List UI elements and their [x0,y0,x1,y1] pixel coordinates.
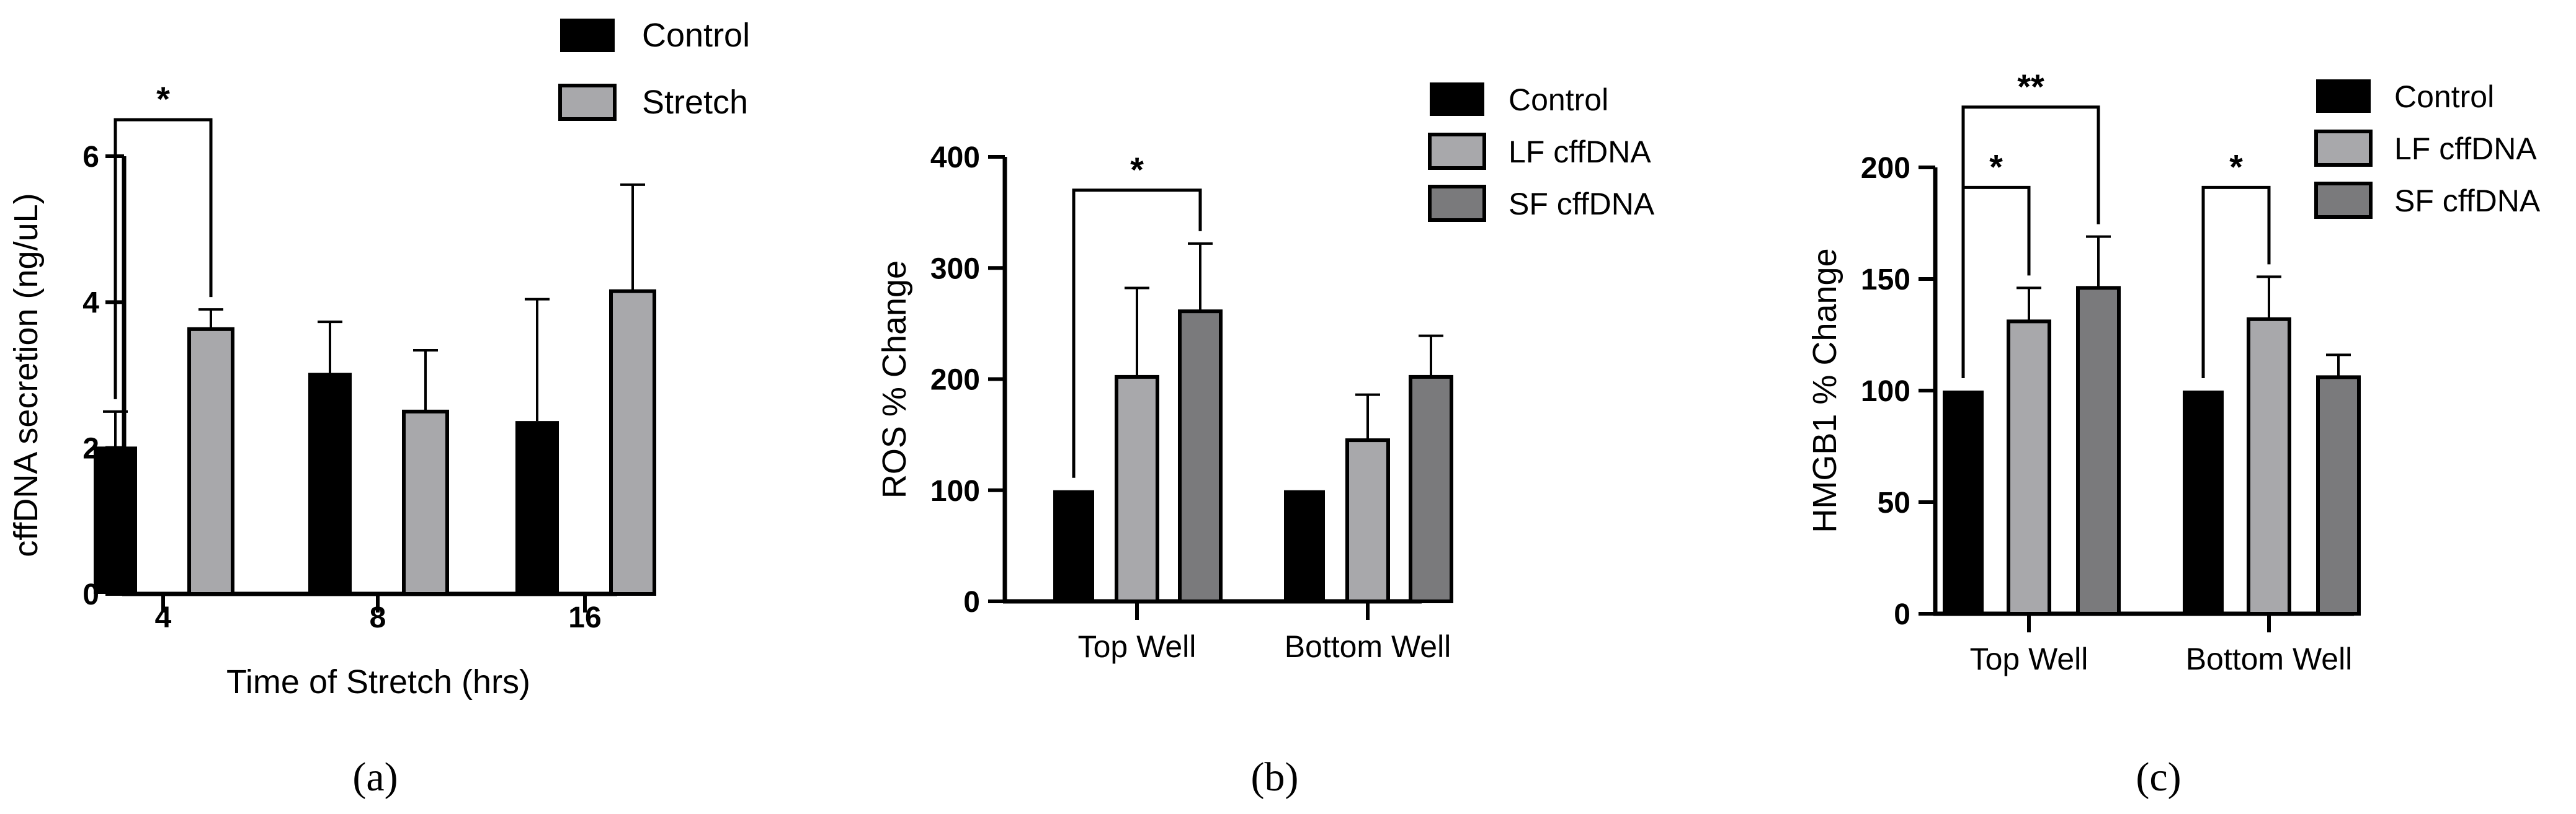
y-tick-label: 400 [930,141,980,174]
legend-swatch [560,19,615,52]
bar-stretch [187,327,234,596]
bar-sf-cffdna [2076,286,2121,616]
legend-label: Control [1509,82,1608,117]
y-axis-title: cffDNA secretion (ng/uL) [7,193,45,557]
bar-control [1284,490,1325,601]
significance-label: * [156,79,170,118]
y-tick-label: 100 [1861,375,1910,408]
x-tick-label: Top Well [1970,642,2088,676]
bar-lf-cffdna [2247,317,2291,616]
legend-label: Stretch [642,84,748,121]
significance-bracket [114,118,213,399]
bar-control [2183,391,2224,614]
significance-label: * [2229,147,2243,186]
x-tick-label: 16 [568,601,601,634]
y-tick-label: 6 [82,141,99,174]
bar-control [1053,490,1094,601]
y-tick-label: 200 [930,364,980,397]
x-axis-title: Time of Stretch (hrs) [226,663,530,701]
legend-swatch [1428,185,1486,222]
bar-control [94,446,137,594]
legend-label: SF cffDNA [2394,184,2541,218]
y-tick-label: 200 [1861,152,1910,185]
bar-sf-cffdna [1178,309,1223,603]
y-tick-label: 100 [930,475,980,508]
significance-bracket [1072,188,1202,478]
bar-stretch [609,289,656,596]
bar-stretch [402,409,449,596]
legend-swatch [1430,82,1484,116]
legend-label: LF cffDNA [1509,135,1651,169]
bar-sf-cffdna [2316,375,2361,616]
y-axis-title: HMGB1 % Change [1806,248,1843,533]
x-tick-label: Bottom Well [1285,629,1451,664]
panel-caption: (b) [1251,754,1299,800]
legend-label: Control [642,17,750,54]
bar-control [515,421,559,594]
y-tick-label: 300 [930,252,980,285]
x-tick-label: 8 [370,601,386,634]
panel-caption: (c) [2136,754,2181,800]
significance-label: * [1989,147,2003,186]
x-tick-label: 4 [155,601,172,634]
y-tick-label: 50 [1878,487,1910,520]
panel-captions: (a) (b) (c) [352,754,2181,800]
significance-bracket [1961,105,2100,378]
legend-swatch [2316,79,2371,113]
legend-swatch [1428,133,1486,170]
bar-sf-cffdna [1409,374,1453,603]
bar-control [308,373,352,594]
y-axis-title: ROS % Change [876,260,913,498]
y-tick-label: 0 [963,586,980,619]
legend-label: SF cffDNA [1509,187,1655,221]
legend-swatch [2314,182,2373,219]
bar-lf-cffdna [1345,438,1390,604]
legend-swatch [2314,130,2373,167]
x-tick-label: Top Well [1078,629,1197,664]
bar-lf-cffdna [2007,319,2051,616]
significance-label: ** [2017,67,2044,106]
legend-label: LF cffDNA [2394,131,2537,166]
y-tick-label: 4 [82,286,99,319]
y-tick-label: 150 [1861,263,1910,296]
panel-caption: (a) [352,754,398,800]
bar-control [1943,391,1984,614]
bar-lf-cffdna [1115,374,1159,603]
significance-bracket [2201,185,2271,378]
significance-label: * [1130,150,1144,189]
panel-b-chart: 0 100 200 300 400 Top Well Bottom Well * ROS % C… [876,82,1655,664]
legend-label: Control [2394,79,2494,114]
x-tick-label: Bottom Well [2186,642,2353,676]
legend-swatch [558,84,617,121]
y-tick-label: 0 [1894,598,1910,631]
